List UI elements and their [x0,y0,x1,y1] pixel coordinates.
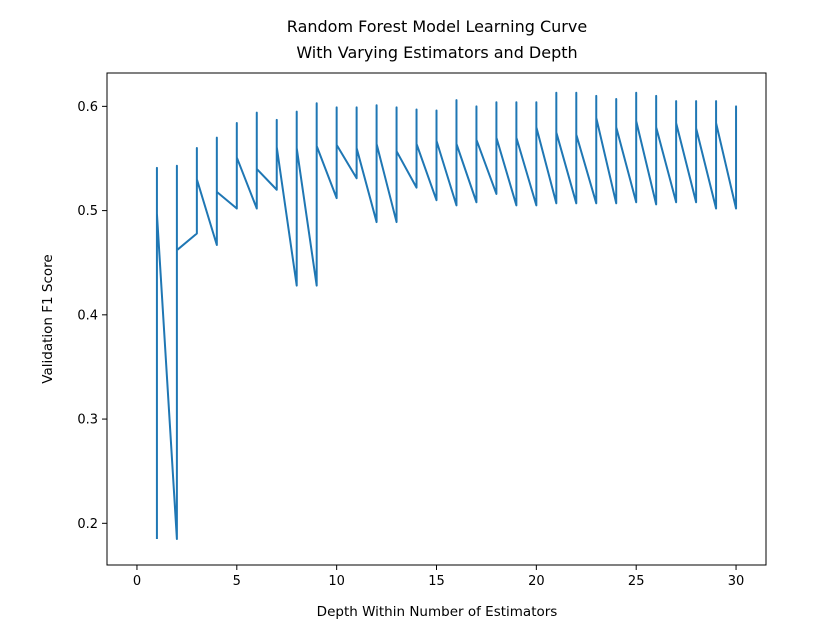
y-tick-label: 0.4 [77,308,98,323]
x-tick-label: 30 [728,574,745,589]
chart-title-line-1: Random Forest Model Learning Curve [287,17,587,36]
x-tick-label: 15 [428,574,445,589]
series-layer [155,91,738,540]
x-tick-label: 0 [133,574,141,589]
y-tick-label: 0.5 [77,204,98,219]
y-axis-ticks: 0.2 0.3 0.4 0.5 0.6 [77,100,107,532]
y-tick-label: 0.2 [77,517,98,532]
y-axis-label: Validation F1 Score [40,254,56,383]
y-tick-label: 0.3 [77,413,98,428]
y-tick-label: 0.6 [77,100,98,115]
x-axis-label: Depth Within Number of Estimators [317,604,558,620]
x-tick-label: 25 [628,574,645,589]
x-tick-label: 5 [233,574,241,589]
chart-title-line-2: With Varying Estimators and Depth [296,43,577,62]
series-line-0 [155,91,738,540]
x-tick-label: 20 [528,574,545,589]
x-axis-ticks: 0 5 10 15 20 25 30 [133,565,745,589]
x-tick-label: 10 [328,574,345,589]
